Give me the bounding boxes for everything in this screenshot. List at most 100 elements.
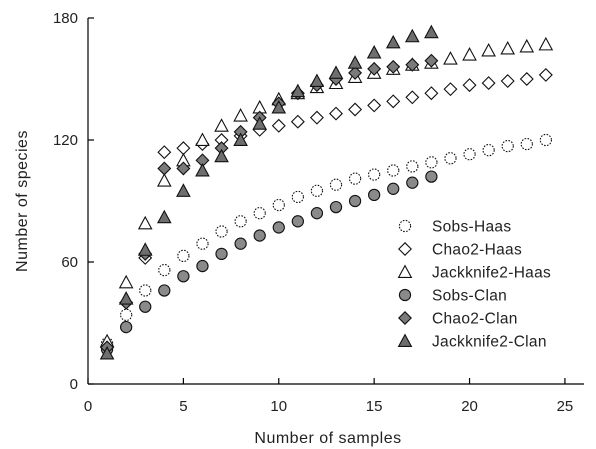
legend-item: Chao2-Clan (398, 311, 518, 328)
legend-marker (397, 264, 413, 278)
data-point (215, 225, 228, 238)
data-point (443, 51, 458, 65)
data-point (424, 53, 439, 68)
data-point (443, 82, 458, 97)
data-point (158, 263, 171, 277)
data-point (157, 145, 172, 160)
data-point (385, 34, 401, 49)
data-point (120, 320, 133, 334)
data-point (309, 110, 324, 125)
data-point (310, 207, 324, 220)
data-point (329, 106, 343, 121)
legend-item: Sobs-Clan (398, 288, 507, 305)
data-point (406, 176, 419, 189)
data-point (196, 259, 209, 273)
data-point (291, 215, 304, 228)
x-tick-label: 25 (557, 398, 574, 415)
legend-marker (397, 333, 413, 347)
data-point (177, 270, 190, 283)
data-point (463, 148, 476, 161)
y-tick-label: 120 (53, 132, 78, 149)
data-point (481, 76, 496, 91)
data-point (233, 108, 248, 122)
data-point (233, 132, 248, 146)
legend-item: Jackknife2-Clan (397, 333, 547, 351)
data-point (137, 242, 153, 256)
data-point (425, 170, 438, 183)
data-point (367, 98, 382, 113)
legend-marker (398, 219, 412, 233)
data-point (386, 59, 401, 74)
data-point (176, 161, 191, 176)
data-point (348, 102, 363, 117)
axes: 0 5 10 15 20 25 0 60 120 180 (53, 10, 584, 415)
data-point (462, 47, 477, 61)
series-jackknife2-clan (99, 24, 439, 360)
legend-label: Sobs-Clan (432, 288, 507, 305)
data-point (234, 237, 247, 250)
data-point (215, 247, 228, 261)
legend-label: Jackknife2-Clan (432, 334, 547, 351)
data-point (519, 38, 535, 53)
data-point (425, 156, 438, 169)
legend-label: Chao2-Clan (432, 311, 518, 328)
data-point (366, 45, 382, 59)
y-tick-label: 60 (61, 254, 78, 271)
x-tick-label: 15 (366, 398, 383, 415)
data-point (252, 116, 268, 130)
data-point (195, 132, 210, 146)
data-point (120, 308, 133, 322)
data-point (253, 229, 266, 242)
legend-marker (398, 288, 412, 302)
data-point (156, 209, 172, 224)
data-point (404, 28, 420, 43)
data-point (520, 137, 533, 151)
data-point (462, 78, 477, 93)
data-point (118, 291, 134, 305)
data-point (539, 133, 552, 147)
data-marks (99, 24, 554, 360)
data-point (290, 83, 306, 98)
legend: Sobs-Haas Chao2-Haas Jackknife2-Haas Sobs-C… (397, 219, 551, 351)
data-point (387, 164, 400, 177)
data-point (348, 172, 362, 185)
data-point (99, 345, 115, 360)
data-point (139, 284, 152, 297)
legend-marker (398, 242, 412, 256)
data-point (118, 274, 134, 289)
legend-item: Chao2-Haas (398, 242, 522, 259)
y-tick-label: 0 (70, 376, 78, 393)
data-point (309, 73, 325, 88)
data-point (177, 249, 190, 263)
x-axis-title: Number of samples (254, 430, 401, 447)
legend-label: Jackknife2-Haas (432, 265, 551, 282)
data-point (406, 160, 419, 173)
data-point (310, 184, 324, 197)
data-point (405, 57, 420, 72)
y-tick-label: 180 (53, 10, 78, 27)
data-point (538, 67, 553, 82)
data-point (271, 99, 287, 114)
x-tick-label: 0 (84, 398, 92, 415)
data-point (139, 300, 152, 313)
x-tick-label: 5 (179, 398, 187, 415)
data-point (368, 188, 381, 202)
data-point (271, 118, 286, 133)
data-point (176, 183, 191, 197)
legend-item: Jackknife2-Haas (397, 264, 551, 282)
data-point (158, 284, 171, 297)
data-point (386, 94, 401, 109)
data-point (195, 162, 210, 177)
x-tick-label: 10 (270, 398, 287, 415)
data-point (272, 221, 285, 234)
data-point (347, 55, 363, 69)
legend-label: Chao2-Haas (432, 242, 522, 259)
x-tick-label: 20 (461, 398, 478, 415)
y-axis-title: Number of species (14, 130, 31, 272)
series-chao2-clan (100, 53, 439, 355)
data-point (538, 36, 554, 51)
data-point (348, 65, 363, 80)
legend-marker (398, 311, 412, 325)
data-point (500, 40, 516, 55)
